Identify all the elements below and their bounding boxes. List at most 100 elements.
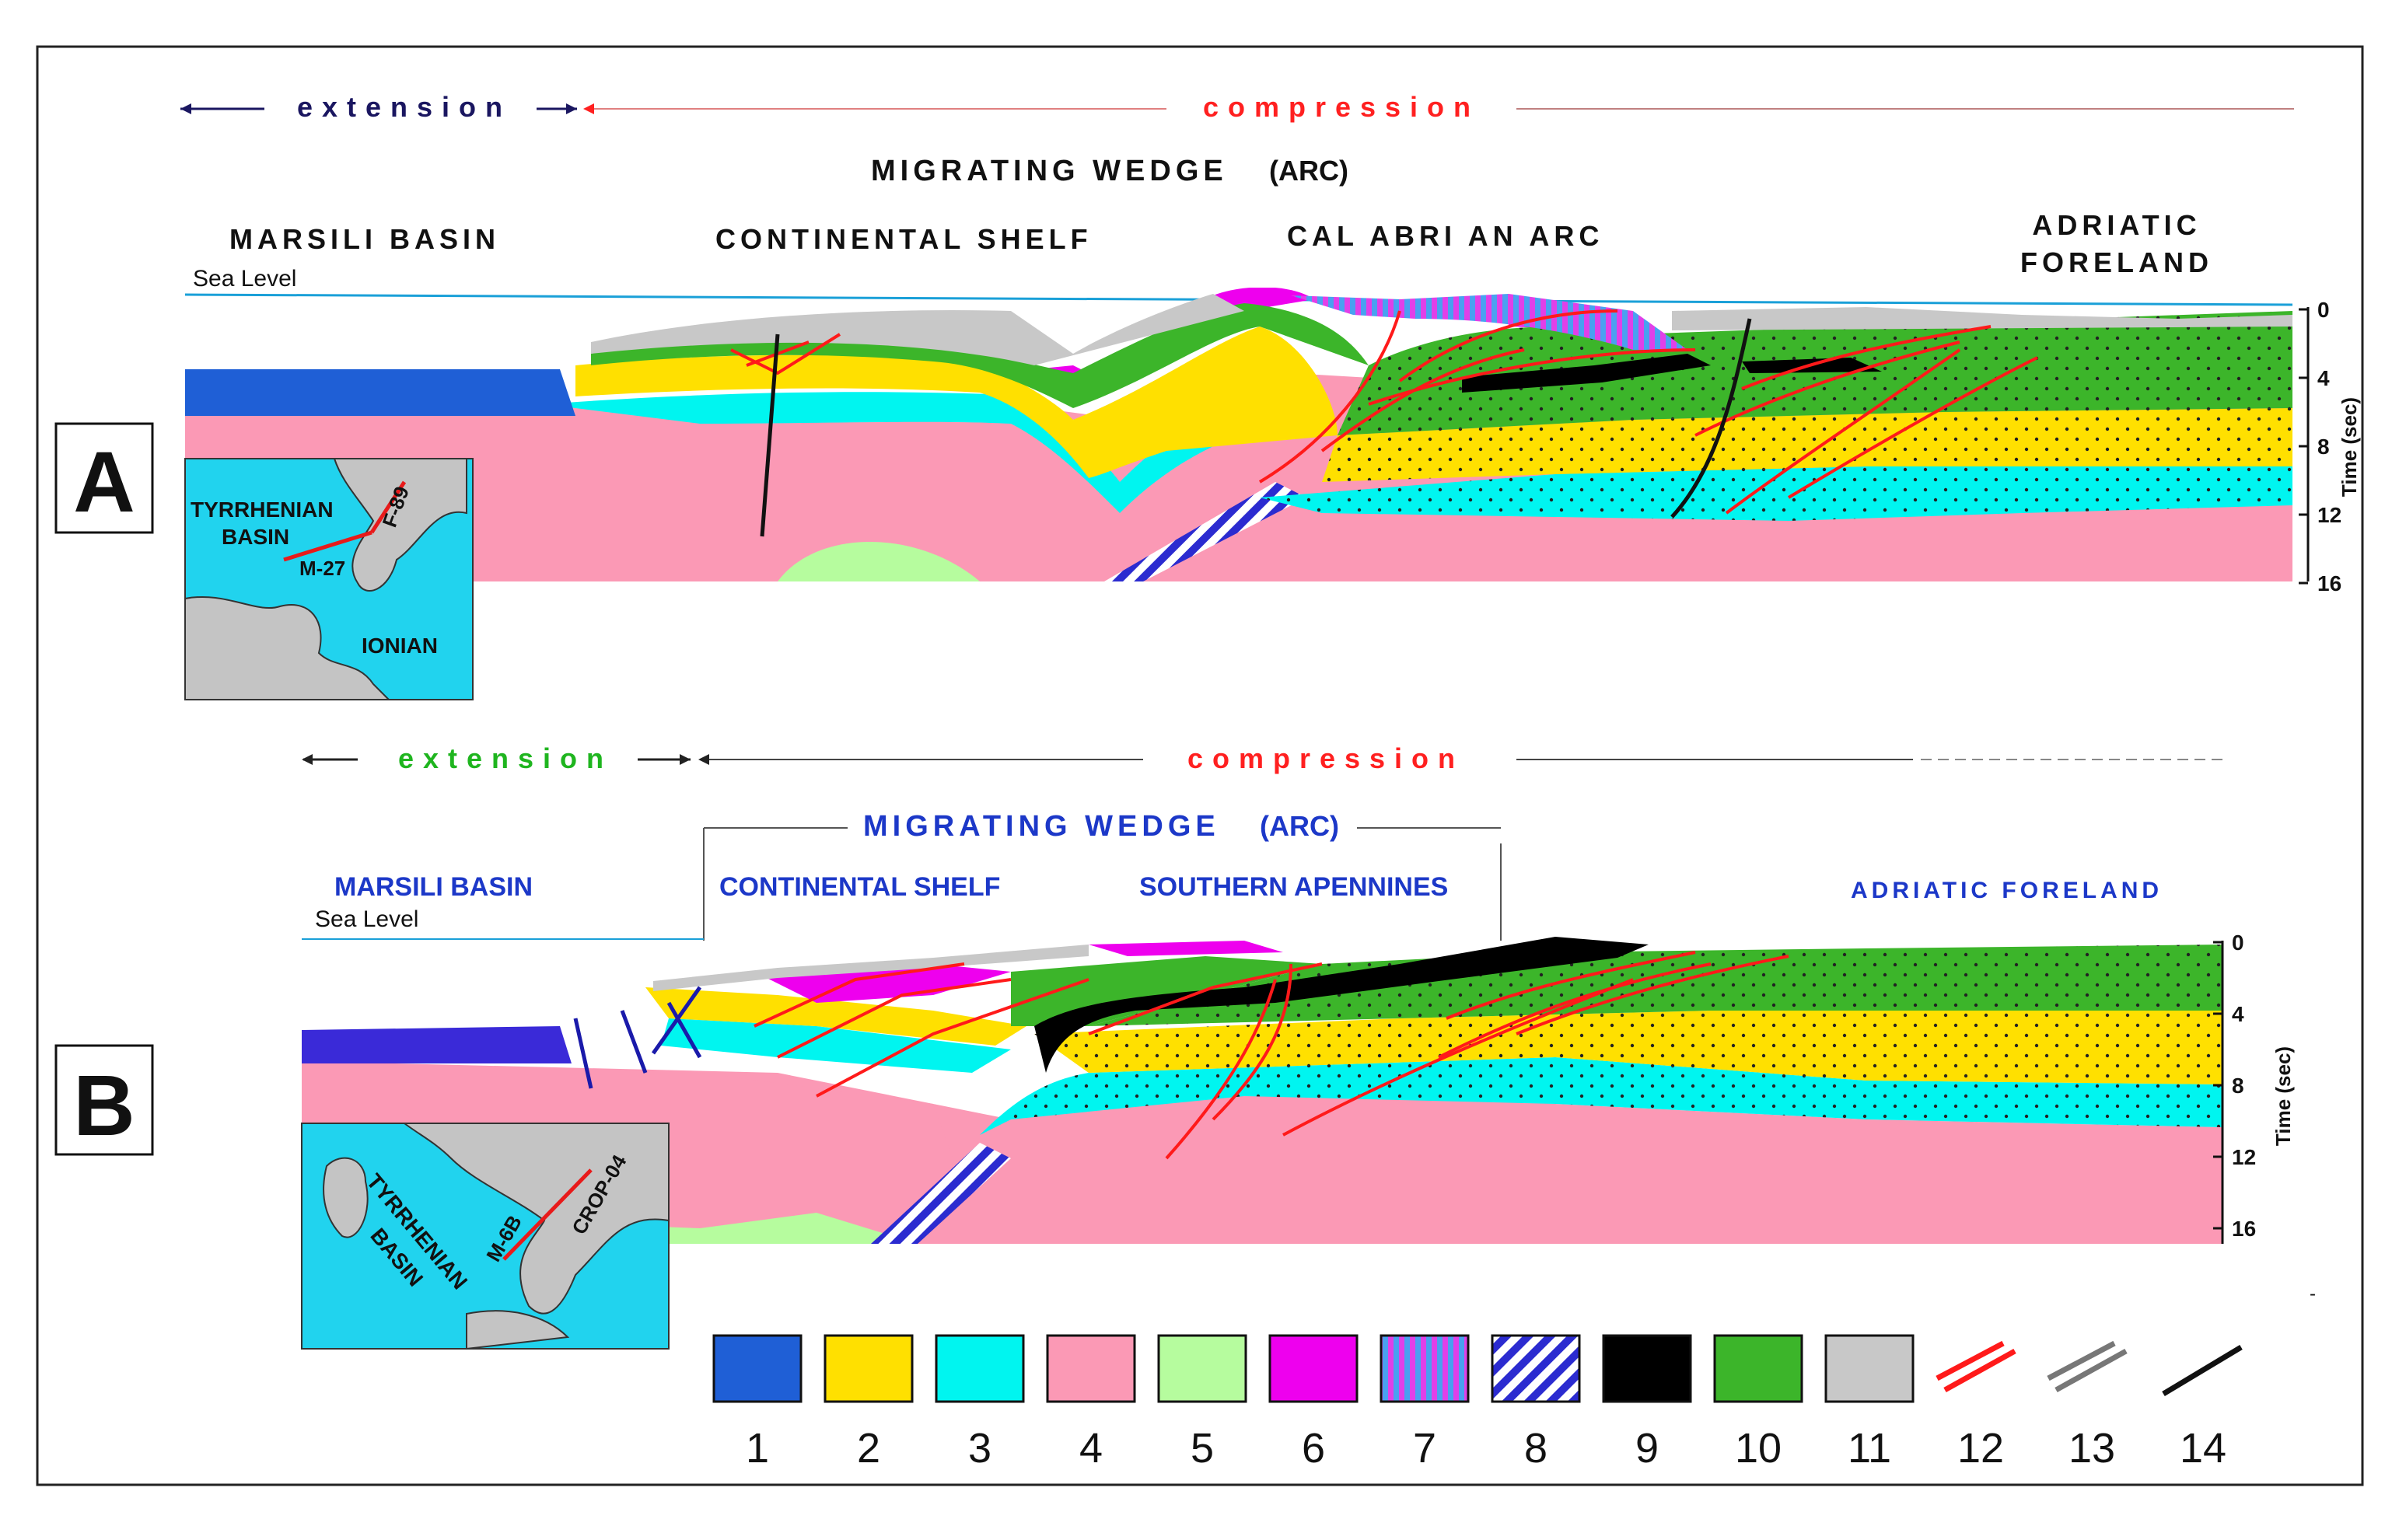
time-axis-b-tick-label: 12 (2232, 1145, 2256, 1169)
legend-swatch-8 (1491, 1334, 1581, 1403)
legend-item-1: 1 (712, 1334, 803, 1472)
wedge-suffix-b: (ARC) (1260, 810, 1339, 842)
panel-b-label-box (54, 1044, 154, 1156)
legend-swatch-9 (1602, 1334, 1692, 1403)
map-a-line-m27: M-27 (299, 557, 345, 580)
time-axis-a-tick-label: 8 (2317, 435, 2330, 459)
time-axis-a-tick-label: 12 (2317, 503, 2341, 527)
legend-swatch-7 (1380, 1334, 1470, 1403)
legend-swatch-6 (1268, 1334, 1359, 1403)
legend: 1 2 3 4 5 6 7 8 9 10 11 12 13 14 (712, 1334, 2243, 1472)
legend-swatch-3 (935, 1334, 1025, 1403)
legend-item-7: 7 (1380, 1334, 1470, 1472)
legend-number-1: 1 (746, 1425, 769, 1472)
legend-item-11: 11 (1824, 1334, 1915, 1472)
legend-symbol-12-line-b (1936, 1340, 2005, 1381)
time-axis-b-tick-label: 16 (2232, 1217, 2256, 1241)
region-continental-shelf-a: CONTINENTAL SHELF (715, 223, 1093, 255)
time-axis-b-tick-label: 4 (2232, 1002, 2244, 1026)
location-map-b: TYRRHENIAN BASIN M-6B CROP-04 (301, 1123, 670, 1350)
region-marsili-a: MARSILI BASIN (229, 223, 500, 255)
legend-number-7: 7 (1413, 1425, 1436, 1472)
compression-arrowhead-b (698, 754, 709, 765)
legend-number-5: 5 (1191, 1425, 1214, 1472)
region-marsili-b: MARSILI BASIN (334, 872, 533, 902)
extension-label-b: extension (398, 742, 613, 774)
legend-number-12: 12 (1957, 1425, 2004, 1472)
time-axis-b-tick-label: 0 (2232, 931, 2244, 955)
legend-swatch-11 (1824, 1334, 1915, 1403)
wedge-title-a: MIGRATING WEDGE (871, 155, 1228, 187)
legend-number-10: 10 (1735, 1425, 1782, 1472)
legend-item-14: 14 (2162, 1344, 2243, 1472)
figure-border (36, 45, 2364, 1486)
map-a-label-tyrrhenian: TYRRHENIAN (191, 498, 334, 522)
time-axis-ticks-a: 0 4 8 12 16 (2299, 298, 2341, 595)
time-axis-title-b: Time (sec) (2271, 1046, 2295, 1146)
legend-number-2: 2 (857, 1425, 880, 1472)
legend-item-2: 2 (824, 1334, 914, 1472)
legend-number-9: 9 (1635, 1425, 1659, 1472)
region-southern-apennines-b: SOUTHERN APENNINES (1139, 872, 1448, 902)
legend-number-11: 11 (1848, 1425, 1891, 1472)
legend-swatch-1 (712, 1334, 803, 1403)
arrowhead-left-a (180, 103, 191, 114)
legend-symbol-13-line-b (2047, 1340, 2116, 1381)
legend-swatch-4 (1046, 1334, 1136, 1403)
arrowhead-right-a (566, 103, 577, 114)
axis-end-dash: - (2310, 1283, 2316, 1304)
time-axis-title-a: Time (sec) (2338, 397, 2361, 497)
legend-item-8: 8 (1491, 1334, 1581, 1472)
legend-swatch-2 (824, 1334, 914, 1403)
panel-a-label: A (73, 435, 135, 530)
legend-symbol-14-line (2162, 1344, 2243, 1397)
extension-label-a: extension (297, 91, 512, 123)
legend-number-4: 4 (1079, 1425, 1103, 1472)
legend-item-10: 10 (1713, 1334, 1803, 1472)
panel-b-label: B (73, 1058, 135, 1154)
region-adriatic-a-2: FORELAND (2020, 246, 2213, 278)
legend-swatch-5 (1157, 1334, 1247, 1403)
compression-arrowhead-a (583, 103, 594, 114)
section-a-layers (185, 288, 2292, 581)
time-axis-a-tick-label: 16 (2317, 571, 2341, 595)
legend-item-4: 4 (1046, 1334, 1136, 1472)
legend-item-6: 6 (1268, 1334, 1359, 1472)
region-adriatic-b: ADRIATIC FORELAND (1851, 878, 2163, 903)
time-axis-a-tick-label: 0 (2317, 298, 2330, 322)
legend-symbol-13-line-a (2055, 1348, 2128, 1393)
legend-symbol-12-line-a (1943, 1348, 2016, 1393)
map-a-label-basin: BASIN (222, 525, 289, 549)
arrowhead-right-b (680, 754, 691, 765)
legend-item-12: 12 (1936, 1340, 2016, 1472)
time-axis-ticks-b: 0 4 8 12 16 (2213, 931, 2256, 1241)
region-adriatic-a-1: ADRIATIC (2032, 209, 2201, 241)
sea-level-label-a: Sea Level (193, 266, 296, 292)
panel-a: A extension compression MIGRATING WEDGE … (54, 91, 2361, 700)
region-calabrian-arc-a: CAL ABRI AN ARC (1287, 220, 1603, 252)
legend-number-8: 8 (1524, 1425, 1547, 1472)
compression-label-b: compression (1187, 742, 1464, 774)
legend-item-3: 3 (935, 1334, 1025, 1472)
legend-number-14: 14 (2180, 1425, 2226, 1472)
legend-number-6: 6 (1302, 1425, 1325, 1472)
legend-item-13: 13 (2047, 1340, 2128, 1472)
time-axis-b-tick-label: 8 (2232, 1074, 2244, 1098)
legend-item-9: 9 (1602, 1334, 1692, 1472)
location-map-a: TYRRHENIAN BASIN IONIAN M-27 F-89 (184, 458, 474, 700)
wedge-suffix-a: (ARC) (1269, 155, 1348, 187)
region-continental-shelf-b: CONTINENTAL SHELF (719, 872, 1000, 902)
map-a-label-ionian: IONIAN (362, 634, 438, 658)
time-axis-a-tick-label: 4 (2317, 366, 2330, 390)
legend-swatch-10 (1713, 1334, 1803, 1403)
legend-number-13: 13 (2069, 1425, 2115, 1472)
arrowhead-left-b (302, 754, 313, 765)
panel-b: B extension compression MIGRATING WEDGE … (54, 742, 2316, 1350)
compression-label-a: compression (1203, 91, 1480, 123)
legend-item-5: 5 (1157, 1334, 1247, 1472)
legend-number-3: 3 (968, 1425, 991, 1472)
panel-a-label-box (54, 422, 154, 534)
wedge-title-b: MIGRATING WEDGE (863, 810, 1220, 843)
sea-level-label-b: Sea Level (315, 906, 418, 932)
